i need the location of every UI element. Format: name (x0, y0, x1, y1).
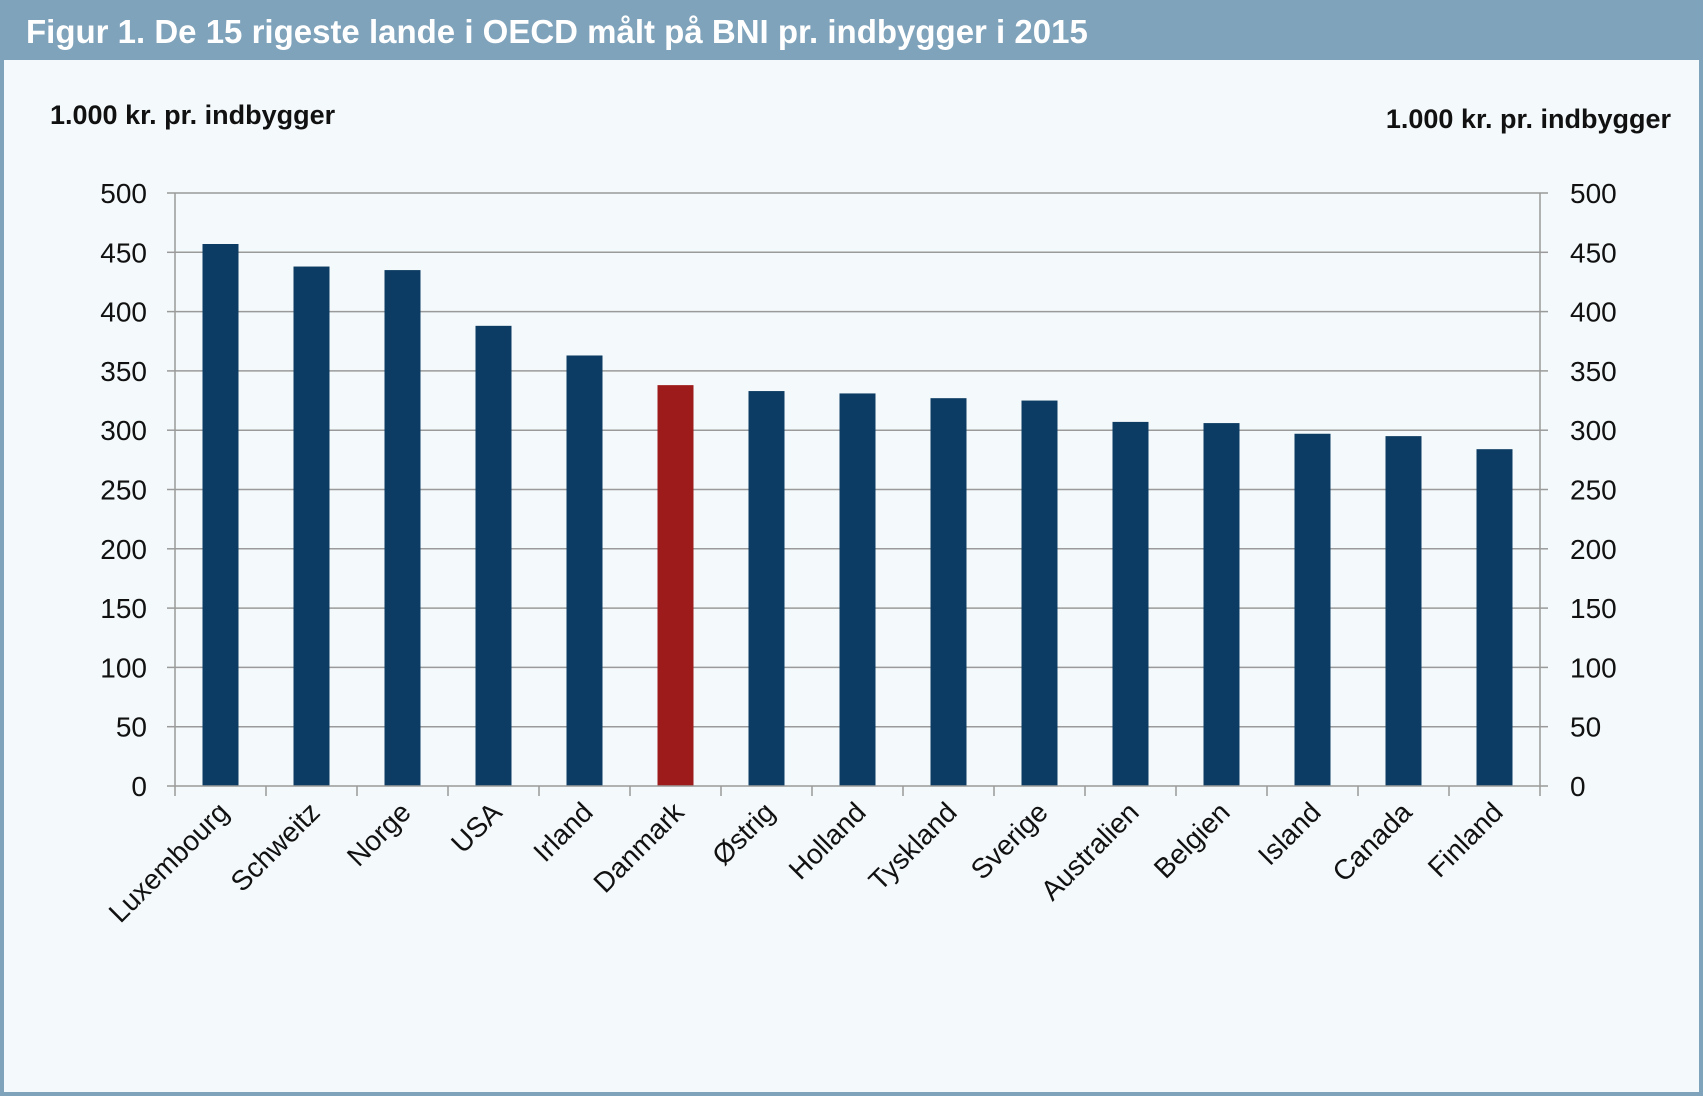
bar-5 (657, 385, 694, 786)
y-tick-label-left: 350 (100, 356, 147, 387)
x-tick-label: Belgien (1148, 796, 1236, 884)
x-tick-label: Østrig (706, 796, 781, 871)
bar-0 (202, 243, 239, 787)
bar-6 (748, 391, 785, 786)
bar-13 (1385, 436, 1422, 786)
y-tick-label-right: 350 (1570, 356, 1617, 387)
bar-9 (1021, 400, 1058, 786)
y-tick-label-left: 150 (100, 593, 147, 624)
y-tick-label-left: 200 (100, 534, 147, 565)
y-tick-label-left: 250 (100, 475, 147, 506)
bar-4 (566, 355, 603, 786)
x-tick-label: Finland (1422, 796, 1509, 883)
y-tick-label-right: 150 (1570, 593, 1617, 624)
y-tick-label-right: 500 (1570, 178, 1617, 209)
y-tick-label-right: 200 (1570, 534, 1617, 565)
y-tick-label-left: 0 (131, 771, 147, 802)
bar-8 (930, 398, 967, 786)
y-tick-label-right: 450 (1570, 237, 1617, 268)
x-tick-label: Sverige (965, 796, 1054, 885)
bar-3 (475, 325, 512, 786)
y-ticks-right: 0 50 100 150 200 250 300 350 400 450 500 (1540, 178, 1617, 802)
bars (202, 243, 1513, 787)
y-tick-label-right: 300 (1570, 415, 1617, 446)
title-bar: Figur 1. De 15 rigeste lande i OECD målt… (4, 4, 1699, 60)
bar-1 (293, 266, 330, 787)
figure-title: Figur 1. De 15 rigeste lande i OECD målt… (26, 13, 1088, 50)
x-tick-label: Australien (1035, 796, 1145, 906)
x-tick-label: Island (1252, 796, 1327, 871)
y-ticks-left: 0 50 100 150 200 250 300 350 400 450 500 (100, 178, 175, 802)
y-tick-label-left: 50 (116, 712, 147, 743)
x-tick-label: Norge (341, 796, 417, 872)
x-tick-label: USA (445, 796, 508, 859)
y-tick-label-left: 450 (100, 237, 147, 268)
bar-14 (1476, 449, 1513, 786)
x-tick-label: Canada (1326, 796, 1418, 888)
y-axis-right-label: 1.000 kr. pr. indbygger (1385, 104, 1671, 134)
y-tick-label-left: 500 (100, 178, 147, 209)
bar-7 (839, 393, 876, 786)
x-tick-label: Schweitz (225, 796, 326, 897)
y-tick-label-right: 250 (1570, 475, 1617, 506)
x-tick-label: Irland (527, 796, 598, 867)
bar-11 (1203, 423, 1240, 786)
bar-12 (1294, 433, 1331, 786)
bar-10 (1112, 421, 1149, 786)
y-tick-label-right: 0 (1570, 771, 1586, 802)
y-tick-label-left: 300 (100, 415, 147, 446)
x-tick-label: Luxembourg (103, 796, 235, 928)
bar-2 (384, 270, 421, 787)
y-tick-label-left: 100 (100, 652, 147, 683)
x-tick-label: Holland (783, 796, 872, 885)
x-tick-label: Tyskland (863, 796, 963, 896)
y-tick-label-right: 50 (1570, 712, 1601, 743)
y-tick-label-left: 400 (100, 297, 147, 328)
y-tick-label-right: 400 (1570, 297, 1617, 328)
y-axis-left-label: 1.000 kr. pr. indbygger (50, 100, 336, 130)
x-tick-label: Danmark (587, 796, 690, 899)
y-tick-label-right: 100 (1570, 652, 1617, 683)
